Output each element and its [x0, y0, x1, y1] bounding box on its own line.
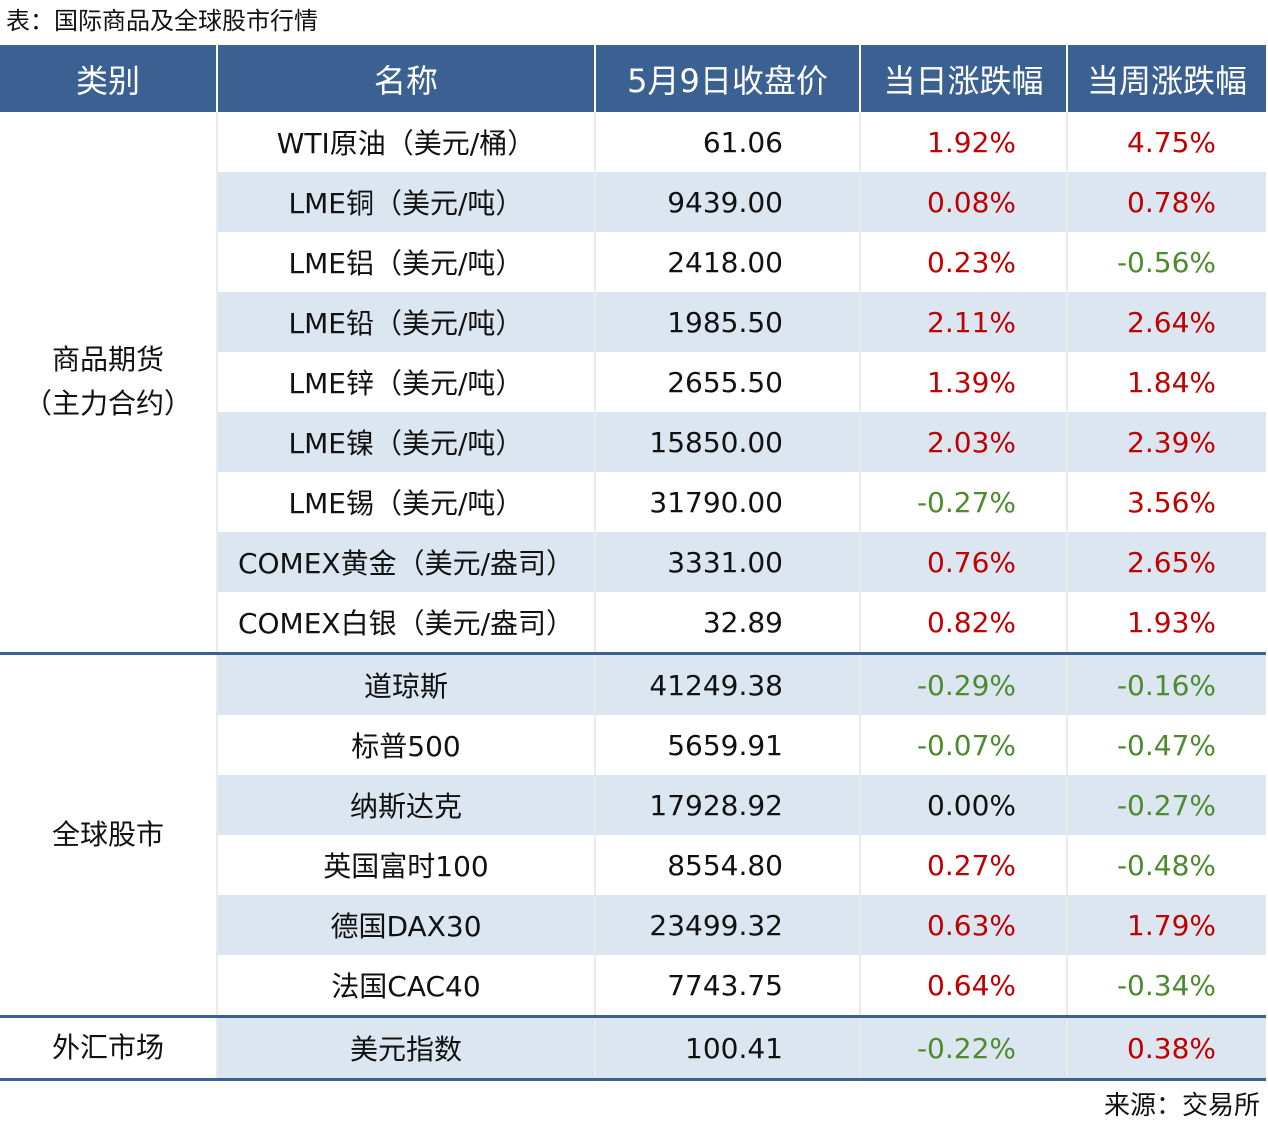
- price-cell: 31790.00: [594, 472, 860, 532]
- category-cell: 商品期货 （主力合约）: [0, 112, 217, 654]
- header-cell: 当日涨跌幅: [859, 45, 1067, 112]
- weekly-change-cell: -0.34%: [1066, 955, 1266, 1017]
- name-cell: LME锡（美元/吨）: [216, 472, 595, 532]
- market-table: 类别 名称 5月9日收盘价 当日涨跌幅 当周涨跌幅 商品期货 （主力合约） WTI原油（美元…: [0, 45, 1266, 1081]
- daily-change-cell: -0.07%: [859, 715, 1067, 775]
- daily-change-cell: 0.82%: [859, 592, 1067, 654]
- daily-change-cell: 0.27%: [859, 835, 1067, 895]
- table-row: LME锡（美元/吨） 31790.00 -0.27% 3.56%: [0, 472, 1266, 532]
- source-note: 来源：交易所: [1103, 1091, 1260, 1121]
- weekly-change-cell: -0.16%: [1066, 652, 1266, 715]
- category-line: 商品期货: [51, 343, 164, 376]
- name-cell: WTI原油（美元/桶）: [216, 112, 595, 172]
- price-cell: 2655.50: [594, 352, 860, 412]
- name-cell: LME锌（美元/吨）: [216, 352, 595, 412]
- daily-change-cell: 0.64%: [859, 955, 1067, 1017]
- price-cell: 100.41: [594, 1015, 860, 1081]
- name-cell: 标普500: [216, 715, 595, 775]
- table-title: 表：国际商品及全球股市行情: [6, 7, 318, 35]
- weekly-change-cell: 0.38%: [1066, 1015, 1266, 1081]
- name-cell: COMEX黄金（美元/盎司）: [216, 532, 595, 592]
- weekly-change-cell: 0.78%: [1066, 172, 1266, 232]
- category-cell: 全球股市: [0, 652, 217, 1017]
- daily-change-cell: 1.92%: [859, 112, 1067, 172]
- daily-change-cell: -0.22%: [859, 1015, 1067, 1081]
- daily-change-cell: 0.00%: [859, 775, 1067, 835]
- header-cell: 5月9日收盘价: [594, 45, 860, 112]
- table-row: 外汇市场 美元指数 100.41 -0.22% 0.38%: [0, 1015, 1266, 1081]
- price-cell: 2418.00: [594, 232, 860, 292]
- daily-change-cell: -0.27%: [859, 472, 1067, 532]
- weekly-change-cell: 1.84%: [1066, 352, 1266, 412]
- name-cell: 英国富时100: [216, 835, 595, 895]
- category-line: 外汇市场: [51, 1031, 164, 1064]
- price-cell: 23499.32: [594, 895, 860, 955]
- table-row: 商品期货 （主力合约） WTI原油（美元/桶） 61.06 1.92% 4.75%: [0, 112, 1266, 654]
- category-cell: 外汇市场: [0, 1015, 217, 1081]
- daily-change-cell: 2.03%: [859, 412, 1067, 472]
- weekly-change-cell: 2.65%: [1066, 532, 1266, 592]
- table-row: LME铝（美元/吨） 2418.00 0.23% -0.56%: [0, 232, 1266, 292]
- name-cell: 道琼斯: [216, 652, 595, 715]
- price-cell: 5659.91: [594, 715, 860, 775]
- table-row: 英国富时100 8554.80 0.27% -0.48%: [0, 835, 1266, 895]
- table-row: 纳斯达克 17928.92 0.00% -0.27%: [0, 775, 1266, 835]
- price-cell: 61.06: [594, 112, 860, 172]
- name-cell: LME铅（美元/吨）: [216, 292, 595, 352]
- name-cell: LME铜（美元/吨）: [216, 172, 595, 232]
- price-cell: 15850.00: [594, 412, 860, 472]
- daily-change-cell: 0.63%: [859, 895, 1067, 955]
- name-cell: 德国DAX30: [216, 895, 595, 955]
- name-cell: 美元指数: [216, 1015, 595, 1081]
- daily-change-cell: 1.39%: [859, 352, 1067, 412]
- weekly-change-cell: 4.75%: [1066, 112, 1266, 172]
- weekly-change-cell: 2.64%: [1066, 292, 1266, 352]
- daily-change-cell: 0.08%: [859, 172, 1067, 232]
- header-cell: 名称: [216, 45, 595, 112]
- price-cell: 17928.92: [594, 775, 860, 835]
- table-body: 商品期货 （主力合约） WTI原油（美元/桶） 61.06 1.92% 4.75% LME铜…: [0, 112, 1266, 1081]
- name-cell: 纳斯达克: [216, 775, 595, 835]
- daily-change-cell: -0.29%: [859, 652, 1067, 715]
- table-row: LME镍（美元/吨） 15850.00 2.03% 2.39%: [0, 412, 1266, 472]
- category-line: 全球股市: [51, 818, 164, 851]
- price-cell: 32.89: [594, 592, 860, 654]
- price-cell: 41249.38: [594, 652, 860, 715]
- header-cell: 当周涨跌幅: [1066, 45, 1266, 112]
- price-cell: 8554.80: [594, 835, 860, 895]
- weekly-change-cell: 1.79%: [1066, 895, 1266, 955]
- name-cell: COMEX白银（美元/盎司）: [216, 592, 595, 654]
- table-row: COMEX黄金（美元/盎司） 3331.00 0.76% 2.65%: [0, 532, 1266, 592]
- table-row: 全球股市 道琼斯 41249.38 -0.29% -0.16%: [0, 652, 1266, 1017]
- price-cell: 7743.75: [594, 955, 860, 1017]
- weekly-change-cell: -0.47%: [1066, 715, 1266, 775]
- name-cell: LME铝（美元/吨）: [216, 232, 595, 292]
- weekly-change-cell: 3.56%: [1066, 472, 1266, 532]
- table-row: 法国CAC40 7743.75 0.64% -0.34%: [0, 955, 1266, 1017]
- daily-change-cell: 0.76%: [859, 532, 1067, 592]
- header-row: 类别 名称 5月9日收盘价 当日涨跌幅 当周涨跌幅: [0, 45, 1266, 112]
- weekly-change-cell: -0.27%: [1066, 775, 1266, 835]
- price-cell: 9439.00: [594, 172, 860, 232]
- name-cell: 法国CAC40: [216, 955, 595, 1017]
- daily-change-cell: 0.23%: [859, 232, 1067, 292]
- table-row: LME锌（美元/吨） 2655.50 1.39% 1.84%: [0, 352, 1266, 412]
- table-row: COMEX白银（美元/盎司） 32.89 0.82% 1.93%: [0, 592, 1266, 654]
- price-cell: 1985.50: [594, 292, 860, 352]
- daily-change-cell: 2.11%: [859, 292, 1067, 352]
- weekly-change-cell: -0.56%: [1066, 232, 1266, 292]
- category-line: （主力合约）: [23, 387, 192, 420]
- header-cell: 类别: [0, 45, 217, 112]
- table-row: LME铜（美元/吨） 9439.00 0.08% 0.78%: [0, 172, 1266, 232]
- weekly-change-cell: 2.39%: [1066, 412, 1266, 472]
- table-row: 标普500 5659.91 -0.07% -0.47%: [0, 715, 1266, 775]
- name-cell: LME镍（美元/吨）: [216, 412, 595, 472]
- price-cell: 3331.00: [594, 532, 860, 592]
- table-row: LME铅（美元/吨） 1985.50 2.11% 2.64%: [0, 292, 1266, 352]
- weekly-change-cell: 1.93%: [1066, 592, 1266, 654]
- table-row: 德国DAX30 23499.32 0.63% 1.79%: [0, 895, 1266, 955]
- weekly-change-cell: -0.48%: [1066, 835, 1266, 895]
